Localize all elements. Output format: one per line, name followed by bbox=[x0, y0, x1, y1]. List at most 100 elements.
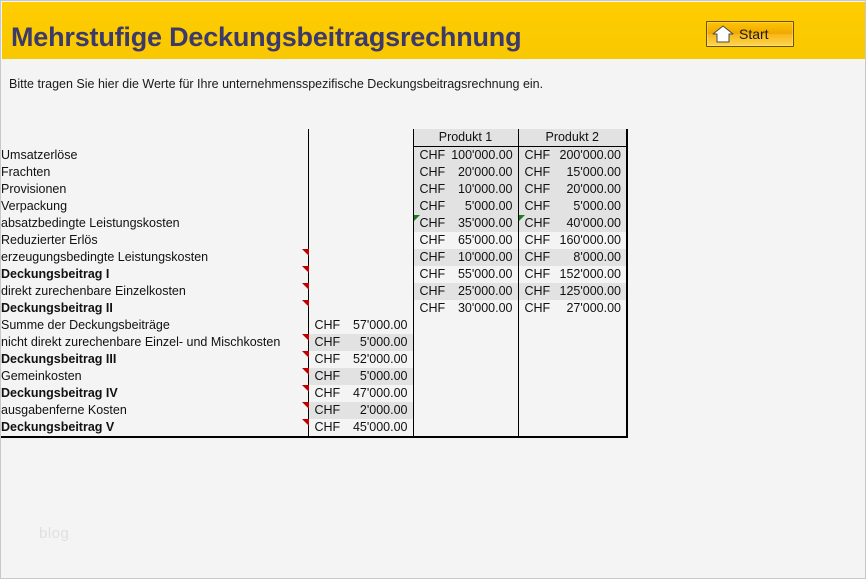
table-row: absatzbedingte Leistungskosten CHF 35'000.… bbox=[1, 215, 628, 232]
amount-value: 15'000.00 bbox=[566, 165, 621, 179]
cell-produkt-2-value[interactable]: CHF 5'000.00 bbox=[518, 198, 628, 215]
row-label: Deckungsbeitrag III bbox=[1, 351, 309, 368]
cell-summe-value bbox=[308, 266, 414, 283]
amount-value: 5'000.00 bbox=[573, 199, 621, 213]
cell-produkt-2-value[interactable]: CHF 160'000.00 bbox=[518, 232, 628, 249]
red-comment-triangle-icon[interactable] bbox=[301, 368, 309, 375]
table-row: Deckungsbeitrag IV CHF 47'000.00 bbox=[1, 385, 628, 402]
amount-value: 8'000.00 bbox=[573, 250, 621, 264]
deckungsbeitrag-table: Produkt 1 Produkt 2 Umsatzerlöse CHF 100'0… bbox=[1, 129, 628, 438]
amount-value: 35'000.00 bbox=[457, 216, 513, 230]
cell-produkt-2-value[interactable]: CHF 20'000.00 bbox=[518, 181, 628, 198]
row-label: Deckungsbeitrag II bbox=[1, 300, 309, 317]
currency-label: CHF bbox=[314, 352, 341, 366]
row-label: Gemeinkosten bbox=[1, 368, 309, 385]
currency-label: CHF bbox=[524, 284, 551, 298]
currency-label: CHF bbox=[524, 216, 551, 230]
row-label: Provisionen bbox=[1, 181, 309, 198]
table-row: ausgabenferne Kosten CHF 2'000.00 bbox=[1, 402, 628, 419]
row-label: Reduzierter Erlös bbox=[1, 232, 309, 249]
currency-label: CHF bbox=[419, 267, 446, 281]
cell-produkt-2-value bbox=[518, 368, 628, 385]
currency-label: CHF bbox=[314, 420, 341, 434]
cell-produkt-1-value[interactable]: CHF 10'000.00 bbox=[412, 181, 519, 198]
green-comment-triangle-icon bbox=[518, 215, 525, 221]
red-comment-triangle-icon[interactable] bbox=[301, 419, 309, 426]
amount-value: 160'000.00 bbox=[559, 233, 621, 247]
red-comment-triangle-icon[interactable] bbox=[301, 402, 309, 409]
cell-produkt-1-value[interactable]: CHF 35'000.00 bbox=[412, 215, 519, 232]
cell-produkt-1-value[interactable]: CHF 5'000.00 bbox=[412, 198, 519, 215]
cell-summe-value[interactable]: CHF 52'000.00 bbox=[308, 351, 414, 368]
cell-summe-value[interactable]: CHF 2'000.00 bbox=[308, 402, 414, 419]
cell-produkt-1-value[interactable]: CHF 10'000.00 bbox=[412, 249, 519, 266]
cell-produkt-2-value[interactable]: CHF 200'000.00 bbox=[518, 146, 628, 164]
amount-value: 55'000.00 bbox=[457, 267, 513, 281]
cell-summe-value bbox=[308, 146, 414, 164]
cell-produkt-2-value[interactable]: CHF 40'000.00 bbox=[518, 215, 628, 232]
currency-label: CHF bbox=[419, 199, 446, 213]
currency-label: CHF bbox=[314, 335, 341, 349]
red-comment-triangle-icon[interactable] bbox=[301, 249, 309, 256]
cell-produkt-2-value bbox=[518, 402, 628, 419]
amount-value: 125'000.00 bbox=[559, 284, 621, 298]
cell-produkt-1-value[interactable]: CHF 20'000.00 bbox=[412, 164, 519, 181]
currency-label: CHF bbox=[524, 165, 551, 179]
table-header-row: Produkt 1 Produkt 2 bbox=[1, 129, 628, 147]
currency-label: CHF bbox=[524, 233, 551, 247]
table-row: Provisionen CHF 10'000.00 CHF 20'000.00 bbox=[1, 181, 628, 198]
table-row: Summe der Deckungsbeiträge CHF 57'000.00 bbox=[1, 317, 628, 334]
currency-label: CHF bbox=[524, 199, 551, 213]
table-row: direkt zurechenbare Einzelkosten CHF 25'00… bbox=[1, 283, 628, 300]
red-comment-triangle-icon[interactable] bbox=[301, 266, 309, 273]
page-title: Mehrstufige Deckungsbeitragsrechnung bbox=[11, 22, 522, 52]
row-label: Umsatzerlöse bbox=[1, 146, 309, 164]
cell-produkt-2-value[interactable]: CHF 15'000.00 bbox=[518, 164, 628, 181]
cell-produkt-2-value[interactable]: CHF 152'000.00 bbox=[518, 266, 628, 283]
cell-summe-value bbox=[308, 300, 414, 317]
red-comment-triangle-icon[interactable] bbox=[301, 283, 309, 290]
house-icon bbox=[712, 25, 734, 44]
header-banner: Mehrstufige Deckungsbeitragsrechnung Sta… bbox=[2, 2, 865, 59]
amount-value: 152'000.00 bbox=[559, 267, 621, 281]
red-comment-triangle-icon[interactable] bbox=[301, 385, 309, 392]
cell-produkt-2-value bbox=[518, 419, 628, 438]
start-button[interactable]: Start bbox=[706, 21, 794, 47]
red-comment-triangle-icon[interactable] bbox=[301, 334, 309, 341]
cell-produkt-1-value bbox=[412, 385, 519, 402]
cell-produkt-1-value bbox=[412, 402, 519, 419]
cell-produkt-2-value[interactable]: CHF 8'000.00 bbox=[518, 249, 628, 266]
row-label: direkt zurechenbare Einzelkosten bbox=[1, 283, 309, 300]
red-comment-triangle-icon[interactable] bbox=[301, 351, 309, 358]
table-body: Umsatzerlöse CHF 100'000.00 CHF 200'000.00 Fr… bbox=[1, 146, 628, 438]
cell-produkt-2-value[interactable]: CHF 27'000.00 bbox=[518, 300, 628, 317]
currency-label: CHF bbox=[419, 250, 446, 264]
cell-summe-value[interactable]: CHF 57'000.00 bbox=[308, 317, 414, 334]
cell-summe-value[interactable]: CHF 47'000.00 bbox=[308, 385, 414, 402]
cell-produkt-1-value[interactable]: CHF 55'000.00 bbox=[412, 266, 519, 283]
table-row: Verpackung CHF 5'000.00 CHF 5'000.00 bbox=[1, 198, 628, 215]
cell-summe-value bbox=[308, 215, 414, 232]
amount-value: 57'000.00 bbox=[352, 318, 408, 332]
cell-produkt-1-value bbox=[412, 317, 519, 334]
cell-produkt-1-value[interactable]: CHF 100'000.00 bbox=[412, 146, 519, 164]
red-comment-triangle-icon[interactable] bbox=[301, 300, 309, 307]
cell-summe-value[interactable]: CHF 5'000.00 bbox=[308, 368, 414, 385]
cell-summe-value[interactable]: CHF 5'000.00 bbox=[308, 334, 414, 351]
table-row: Deckungsbeitrag III CHF 52'000.00 bbox=[1, 351, 628, 368]
row-label: absatzbedingte Leistungskosten bbox=[1, 215, 309, 232]
currency-label: CHF bbox=[524, 301, 551, 315]
cell-produkt-1-value bbox=[412, 368, 519, 385]
cell-produkt-1-value[interactable]: CHF 30'000.00 bbox=[412, 300, 519, 317]
cell-summe-value[interactable]: CHF 45'000.00 bbox=[308, 419, 414, 438]
header-mid-blank bbox=[308, 129, 413, 147]
currency-label: CHF bbox=[419, 301, 446, 315]
cell-produkt-1-value bbox=[412, 351, 519, 368]
cell-produkt-2-value[interactable]: CHF 125'000.00 bbox=[518, 283, 628, 300]
column-header-produkt-2: Produkt 2 bbox=[517, 129, 628, 147]
cell-produkt-1-value[interactable]: CHF 65'000.00 bbox=[412, 232, 519, 249]
amount-value: 25'000.00 bbox=[457, 284, 513, 298]
cell-produkt-1-value[interactable]: CHF 25'000.00 bbox=[412, 283, 519, 300]
currency-label: CHF bbox=[524, 250, 551, 264]
